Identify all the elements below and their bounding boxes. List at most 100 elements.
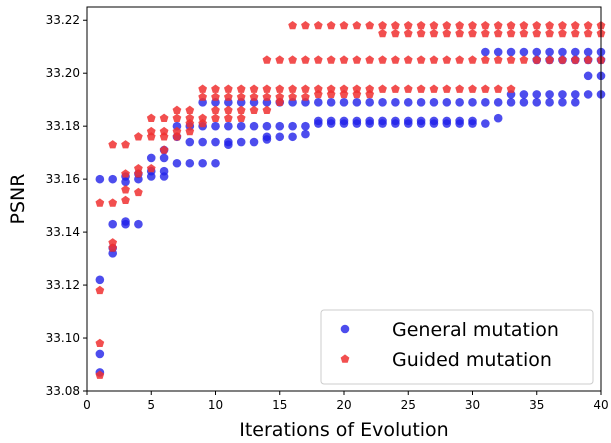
data-point [583, 20, 593, 30]
data-point [429, 119, 439, 128]
data-point [519, 28, 529, 38]
data-point [558, 47, 567, 57]
data-point [403, 84, 413, 93]
y-tick-label: 33.22 [46, 13, 80, 27]
data-point [172, 113, 182, 122]
data-point [583, 55, 593, 64]
data-point [558, 28, 567, 38]
data-point [391, 28, 400, 38]
data-point [211, 113, 220, 122]
x-axis-title: Iterations of Evolution [239, 419, 448, 441]
data-point [378, 119, 387, 128]
data-point [519, 20, 529, 30]
data-point [493, 84, 503, 93]
data-point [455, 55, 465, 64]
data-point [185, 158, 195, 168]
data-point [146, 132, 156, 141]
data-point [416, 98, 426, 107]
data-point [506, 28, 516, 38]
data-point [249, 121, 259, 131]
data-point [301, 92, 310, 101]
data-point [211, 158, 220, 168]
data-point [481, 98, 490, 107]
data-point [301, 55, 310, 64]
data-point [95, 198, 105, 207]
data-point [223, 113, 233, 122]
data-point [108, 174, 117, 184]
data-point [313, 20, 323, 30]
data-point [314, 98, 323, 107]
x-tick-label: 10 [208, 398, 223, 412]
data-point [236, 113, 246, 122]
data-point [172, 105, 182, 114]
data-point [249, 137, 259, 147]
data-point [455, 20, 465, 30]
data-point [134, 187, 143, 197]
data-point [146, 172, 156, 181]
data-point [236, 137, 246, 147]
data-point [416, 119, 426, 128]
data-point [211, 105, 220, 114]
data-point [429, 84, 439, 93]
legend-marker-general-mutation [340, 324, 350, 334]
legend-label-general-mutation: General mutation [392, 319, 559, 341]
y-tick-label: 33.10 [46, 331, 80, 345]
data-point [442, 28, 452, 38]
data-point [236, 121, 246, 131]
data-point [95, 370, 105, 379]
data-point [493, 28, 503, 38]
data-point [583, 71, 593, 81]
data-point [95, 285, 105, 295]
data-point [481, 47, 490, 57]
data-point [545, 55, 554, 64]
y-tick-label: 33.20 [46, 66, 80, 80]
data-point [159, 145, 169, 154]
data-point [223, 105, 233, 114]
data-point [455, 119, 464, 128]
data-point [198, 137, 207, 147]
data-point [211, 121, 220, 131]
x-tick-label: 5 [147, 398, 155, 412]
data-point [493, 47, 503, 57]
data-point [288, 20, 297, 30]
legend-marker-guided-mutation [340, 354, 350, 363]
data-point [468, 20, 477, 30]
data-point [262, 105, 272, 114]
data-point [301, 129, 310, 139]
data-point [121, 169, 130, 178]
data-point [493, 98, 503, 107]
data-point [545, 47, 554, 57]
data-point [185, 105, 195, 114]
data-point [403, 20, 413, 30]
legend-box [320, 309, 594, 385]
data-point [481, 119, 490, 128]
data-point [493, 20, 503, 30]
data-point [429, 98, 439, 107]
data-point [429, 55, 439, 64]
data-point [480, 55, 490, 64]
data-point [288, 132, 297, 142]
data-point [224, 140, 233, 150]
data-point [121, 140, 130, 149]
data-point [570, 20, 580, 30]
data-point [403, 28, 413, 38]
data-point [429, 28, 439, 38]
data-point [442, 119, 452, 128]
data-point [121, 177, 130, 187]
data-point [571, 98, 580, 107]
data-point [198, 118, 208, 128]
data-point [455, 28, 465, 38]
data-point [365, 119, 375, 128]
series-guided-mutation [95, 20, 606, 379]
data-point [519, 55, 529, 64]
data-point [339, 55, 349, 64]
data-point [288, 84, 297, 93]
data-point [134, 219, 143, 229]
data-point [558, 20, 567, 30]
data-point [545, 20, 554, 30]
y-axis-title: PSNR [7, 174, 29, 225]
data-point [288, 55, 297, 64]
data-point [352, 84, 362, 93]
data-point [352, 89, 362, 99]
